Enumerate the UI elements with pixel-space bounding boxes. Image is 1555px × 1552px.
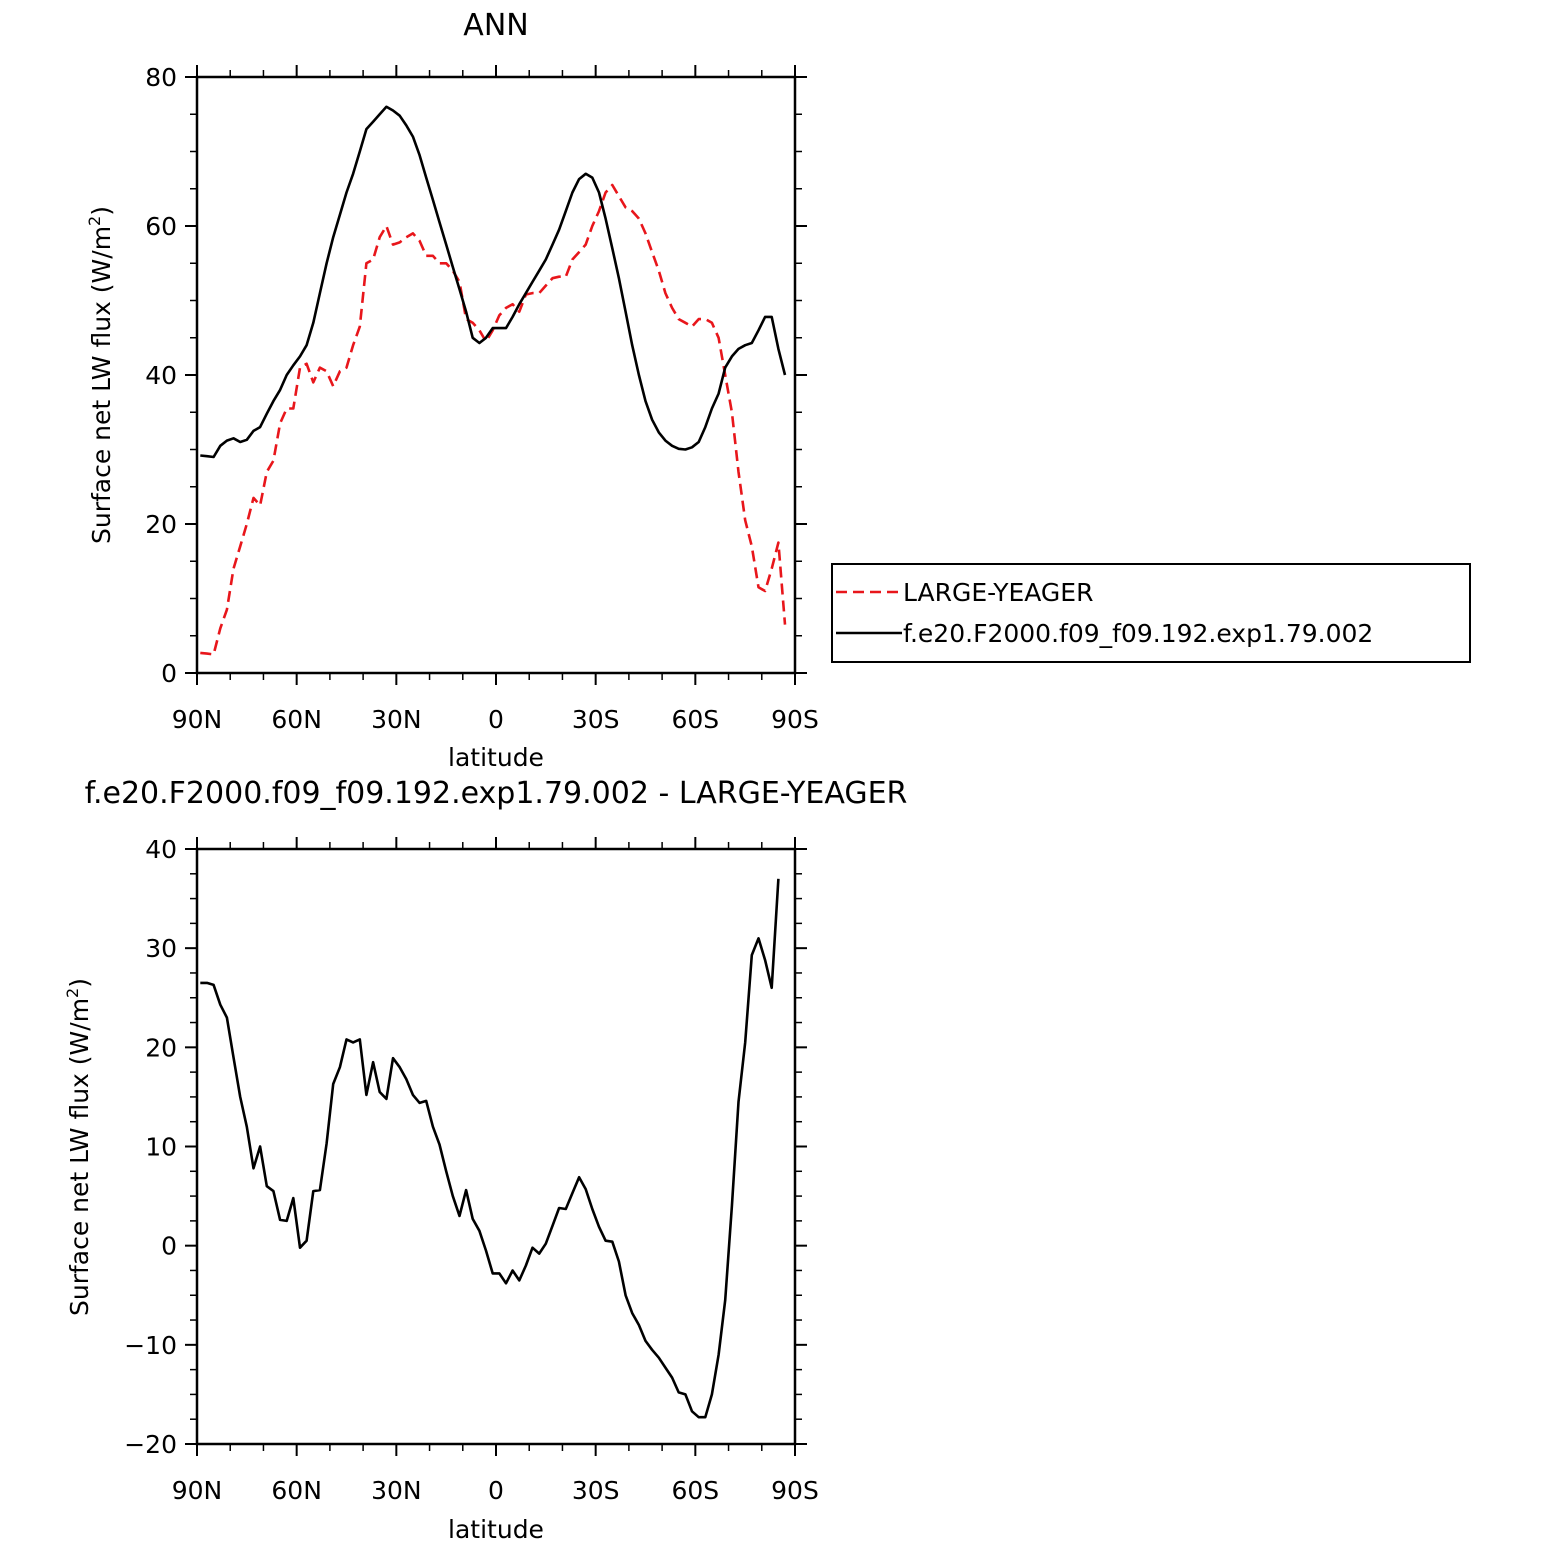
top-chart-panel: ANN 0 20 40 60 80 90N 60N 30N 0 30S 60S 90S latitude S… <box>85 8 1471 772</box>
top-x-tick-label: 90N <box>172 705 223 734</box>
bottom-series-line-0 <box>200 878 780 1419</box>
bottom-y-tick-label: 30 <box>145 934 177 963</box>
bottom-x-tick-label: 30S <box>572 1476 620 1505</box>
bottom-x-tick-label: 90N <box>172 1476 223 1505</box>
top-y-axis-title-superscript: 2 <box>85 216 104 226</box>
top-y-axis-title-close: ) <box>87 206 116 216</box>
top-x-tick-label: 30S <box>572 705 620 734</box>
legend-label-0: LARGE-YEAGER <box>903 578 1093 607</box>
bottom-chart-panel: f.e20.F2000.f09_f09.192.exp1.79.002 - LA… <box>63 776 907 1544</box>
bottom-plot-frame <box>195 847 797 1446</box>
top-y-tick-label: 0 <box>161 659 177 688</box>
top-series-line-1 <box>200 105 787 459</box>
bottom-y-axis-title-superscript: 2 <box>63 988 82 998</box>
top-y-tick-label: 80 <box>145 63 177 92</box>
bottom-y-axis-title-main: Surface net LW flux (W/m <box>65 998 94 1316</box>
top-x-tick-label: 0 <box>488 705 504 734</box>
top-x-tick-label: 30N <box>371 705 422 734</box>
bottom-y-tick-label: 20 <box>145 1033 177 1062</box>
top-chart-title: ANN <box>463 8 528 43</box>
top-x-tick-label: 60S <box>671 705 719 734</box>
top-x-tick-label: 90S <box>771 705 819 734</box>
top-series-line-0 <box>200 183 787 656</box>
bottom-x-tick-label: 60N <box>271 1476 322 1505</box>
bottom-x-tick-label: 90S <box>771 1476 819 1505</box>
bottom-y-axis-title-close: ) <box>65 978 94 988</box>
bottom-y-tick-label: −10 <box>124 1331 177 1360</box>
legend-label-1: f.e20.F2000.f09_f09.192.exp1.79.002 <box>903 619 1373 648</box>
bottom-x-axis-title: latitude <box>448 1515 544 1544</box>
bottom-x-tick-label: 30N <box>371 1476 422 1505</box>
top-y-tick-label: 20 <box>145 510 177 539</box>
legend: LARGE-YEAGER f.e20.F2000.f09_f09.192.exp1… <box>831 563 1471 663</box>
bottom-y-tick-label: 0 <box>161 1232 177 1261</box>
top-y-axis-title: Surface net LW flux (W/m2) <box>85 206 116 544</box>
bottom-x-tick-label: 0 <box>488 1476 504 1505</box>
top-y-axis-title-main: Surface net LW flux (W/m <box>87 226 116 544</box>
legend-box <box>831 563 1471 663</box>
bottom-y-tick-label: 10 <box>145 1133 177 1162</box>
bottom-y-axis-title: Surface net LW flux (W/m2) <box>63 978 94 1316</box>
top-x-axis-title: latitude <box>448 743 544 772</box>
bottom-y-tick-label: −20 <box>124 1430 177 1459</box>
top-y-tick-label: 60 <box>145 212 177 241</box>
bottom-y-tick-label: 40 <box>145 835 177 864</box>
top-y-tick-label: 40 <box>145 361 177 390</box>
top-x-tick-label: 60N <box>271 705 322 734</box>
bottom-x-tick-label: 60S <box>671 1476 719 1505</box>
bottom-chart-title: f.e20.F2000.f09_f09.192.exp1.79.002 - LA… <box>85 776 908 811</box>
